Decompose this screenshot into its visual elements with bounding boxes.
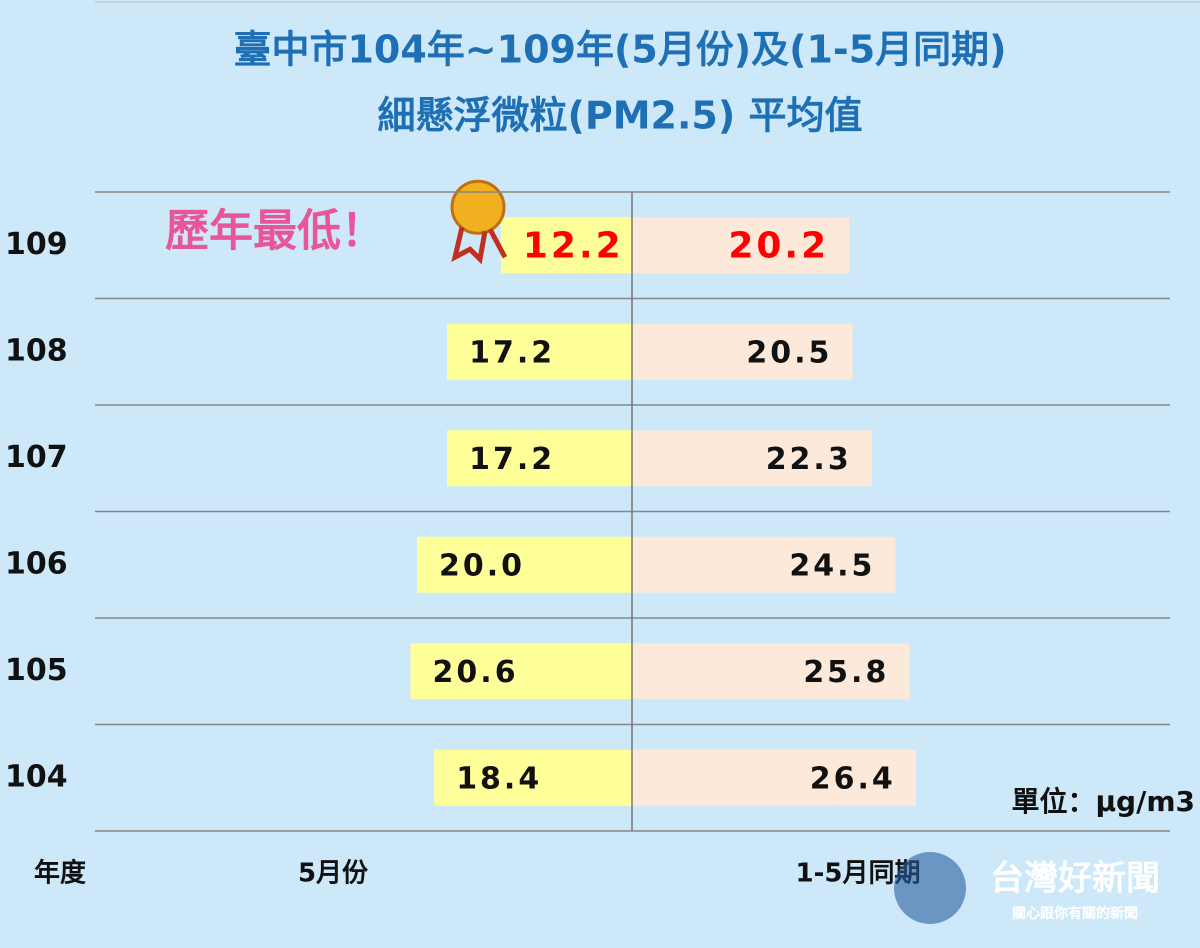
bar bbox=[632, 536, 896, 593]
value-label: 20.5 bbox=[746, 335, 832, 370]
medal-ribbon bbox=[451, 226, 508, 265]
category-label: 104 bbox=[5, 759, 68, 794]
bar bbox=[632, 217, 850, 274]
annotation: 歷年最低！ bbox=[165, 205, 385, 256]
unit-label: 單位：μg/m3 bbox=[1011, 785, 1195, 818]
medal bbox=[450, 179, 506, 235]
value-label: 18.4 bbox=[456, 761, 542, 796]
bar bbox=[447, 430, 632, 487]
bar bbox=[417, 536, 632, 593]
value-label: 12.2 bbox=[523, 225, 624, 266]
bar bbox=[632, 323, 853, 380]
bar bbox=[632, 749, 916, 806]
value-label: 17.2 bbox=[469, 442, 555, 477]
category-label: 109 bbox=[5, 227, 68, 262]
chart-title: 臺中市104年~109年(5月份)及(1-5月同期) bbox=[233, 28, 1006, 72]
bar bbox=[447, 323, 632, 380]
value-label: 20.6 bbox=[433, 655, 519, 690]
bar bbox=[632, 643, 910, 700]
bar bbox=[632, 430, 872, 487]
value-label: 17.2 bbox=[469, 335, 555, 370]
bar bbox=[410, 643, 632, 700]
watermark-sub: 關心跟你有關的新聞 bbox=[1012, 905, 1138, 922]
value-label: 24.5 bbox=[789, 548, 875, 583]
category-axis-label: 年度 bbox=[34, 858, 86, 889]
category-label: 105 bbox=[5, 653, 68, 688]
value-label: 20.0 bbox=[439, 548, 525, 583]
category-label: 107 bbox=[5, 440, 68, 475]
legend-label: 5月份 bbox=[298, 859, 368, 889]
value-label: 26.4 bbox=[810, 761, 896, 796]
chart-subtitle: 細懸浮微粒(PM2.5) 平均值 bbox=[378, 94, 863, 138]
value-label: 25.8 bbox=[803, 655, 889, 690]
watermark: 台灣好新聞 bbox=[990, 859, 1160, 899]
category-label: 106 bbox=[5, 546, 68, 581]
watermark-logo bbox=[894, 852, 966, 924]
value-label: 20.2 bbox=[728, 225, 829, 266]
bar bbox=[500, 217, 632, 274]
category-label: 108 bbox=[5, 333, 68, 368]
value-label: 22.3 bbox=[766, 442, 852, 477]
bar bbox=[434, 749, 632, 806]
